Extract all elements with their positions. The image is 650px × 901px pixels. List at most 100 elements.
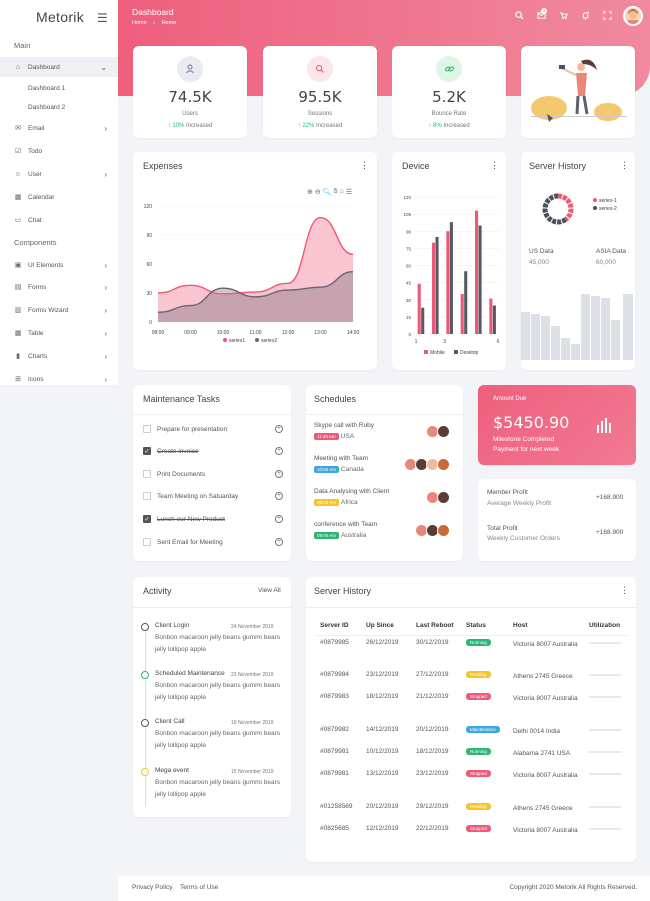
activity-body: Bonbon macaroon jelly beans gummi bears … bbox=[155, 682, 281, 701]
chevron-right-icon: › bbox=[104, 305, 107, 315]
column-header[interactable]: Last Reboot bbox=[412, 617, 462, 636]
stat-value: 95.5K bbox=[298, 88, 342, 106]
sidebar-item-user[interactable]: ☺ User › bbox=[0, 164, 118, 184]
plus-circle-icon[interactable]: + bbox=[275, 515, 283, 523]
device-card: Device ⋮ 0 15 30 45 60 75 90 105 120 1 3 6 Mobile Des… bbox=[392, 152, 506, 370]
sidebar-item-label: Email bbox=[28, 124, 45, 132]
cart-icon[interactable] bbox=[559, 11, 568, 22]
x-tick-label: 1 bbox=[415, 339, 418, 345]
task-checkbox[interactable]: ✓ bbox=[143, 447, 151, 455]
search-icon[interactable] bbox=[515, 11, 524, 22]
task-item[interactable]: Prepare for presentation + bbox=[143, 423, 283, 435]
column-header[interactable]: Host bbox=[509, 617, 585, 636]
task-checkbox[interactable]: ✓ bbox=[143, 515, 151, 523]
breadcrumb-current: Home bbox=[161, 20, 177, 26]
breadcrumb-home[interactable]: Home bbox=[132, 20, 147, 26]
schedule-meta: 10:50 Am Canada bbox=[314, 466, 364, 473]
task-text: Sent Email for Meeting bbox=[157, 538, 223, 546]
table-row[interactable]: #0879981 13/12/2019 23/12/2019 Stopped Victo… bbox=[316, 767, 628, 800]
expenses-area-chart: 0 30 60 90 120 08:00 09:00 10:00 11:00 12:00 13:00… bbox=[144, 204, 360, 344]
page-title: Dashboard bbox=[132, 7, 174, 17]
task-item[interactable]: Team Meeting on Satuarday + bbox=[143, 490, 283, 502]
table-row[interactable]: #0825685 12/12/2019 22/12/2019 Stopped Victo… bbox=[316, 822, 628, 855]
stat-label: Sessions bbox=[307, 111, 333, 117]
magnify-icon[interactable]: 🔍︎ bbox=[322, 189, 332, 196]
task-checkbox[interactable] bbox=[143, 538, 151, 546]
sidebar-item-forms-wizard[interactable]: ▥ Forms Wizard › bbox=[0, 300, 118, 320]
fullscreen-icon[interactable] bbox=[603, 11, 612, 22]
server-id-cell: #0879983 bbox=[320, 693, 349, 700]
legend-label: series1 bbox=[229, 338, 245, 344]
amount-due-line1: Milestone Completed bbox=[493, 436, 555, 443]
user-avatar[interactable] bbox=[623, 6, 643, 26]
table-row[interactable]: #01258569 20/12/2019 29/12/2019 Pending Athe… bbox=[316, 800, 628, 822]
sidebar-item-charts[interactable]: ▮ Charts › bbox=[0, 346, 118, 366]
plus-circle-icon[interactable]: + bbox=[275, 538, 283, 546]
column-header[interactable]: Utilization bbox=[585, 617, 628, 636]
column-header[interactable]: Status bbox=[462, 617, 509, 636]
column-header[interactable]: Server ID bbox=[316, 617, 362, 636]
avatar bbox=[437, 458, 450, 471]
task-item[interactable]: Sent Email for Meeting + bbox=[143, 536, 283, 548]
amount-due-value: $5450.90 bbox=[493, 413, 570, 432]
calendar-icon: ▦ bbox=[14, 194, 22, 201]
profit-value: +168.900 bbox=[596, 494, 624, 501]
zoom-out-icon[interactable]: ⊖ bbox=[314, 189, 321, 196]
profit-subtitle: Weekly Customer Orders bbox=[487, 535, 560, 542]
sidebar-item-table[interactable]: ▦ Table › bbox=[0, 323, 118, 343]
chart-toolbar: ⊕ ⊖ 🔍︎ ✋︎ ⌂ ☰ bbox=[307, 188, 352, 196]
plus-circle-icon[interactable]: + bbox=[275, 447, 283, 455]
menu-toggle-icon[interactable]: ☰ bbox=[97, 11, 108, 25]
sidebar-item-email[interactable]: ✉ Email › bbox=[0, 118, 118, 138]
chevron-right-icon: › bbox=[104, 374, 107, 384]
plus-circle-icon[interactable]: + bbox=[275, 470, 283, 478]
sidebar-subitem-dashboard-2[interactable]: Dashboard 2 bbox=[28, 104, 66, 111]
plus-circle-icon[interactable]: + bbox=[275, 425, 283, 433]
brand-logo[interactable]: Metorik bbox=[36, 9, 84, 25]
home-icon[interactable]: ⌂ bbox=[339, 188, 344, 195]
task-checkbox[interactable] bbox=[143, 470, 151, 478]
message-icon[interactable]: 3 bbox=[537, 8, 547, 22]
bar-desktop bbox=[435, 236, 439, 334]
x-tick-label: 10:00 bbox=[217, 330, 230, 336]
more-vertical-icon[interactable]: ⋮ bbox=[360, 160, 369, 170]
plus-circle-icon[interactable]: + bbox=[275, 492, 283, 500]
table-row[interactable]: #0879983 18/12/2019 21/12/2019 Stopped Victo… bbox=[316, 690, 628, 723]
table-row[interactable]: #0879982 14/12/2019 20/12/2019 Maintenance D… bbox=[316, 723, 628, 745]
bell-icon[interactable] bbox=[581, 11, 590, 22]
task-item[interactable]: Print Documents + bbox=[143, 468, 283, 480]
task-item[interactable]: ✓ Lunch our New Product + bbox=[143, 513, 283, 525]
pan-hand-icon[interactable]: ✋︎ bbox=[333, 188, 338, 195]
table-row[interactable]: #0879981 10/12/2019 18/12/2019 Running Alaba… bbox=[316, 745, 628, 767]
task-checkbox[interactable] bbox=[143, 425, 151, 433]
zoom-in-icon[interactable]: ⊕ bbox=[307, 189, 313, 196]
sidebar-item-calendar[interactable]: ▦ Calendar bbox=[0, 187, 118, 207]
sidebar-item-chat[interactable]: ▭ Chat bbox=[0, 210, 118, 230]
table-row[interactable]: #0879984 23/12/2019 27/12/2019 Pending Athen… bbox=[316, 668, 628, 690]
timeline-dot bbox=[141, 719, 149, 727]
terms-link[interactable]: Terms of Use bbox=[180, 884, 219, 891]
sidebar-item-dashboard[interactable]: ⌂ Dashboard ⌄ bbox=[0, 57, 118, 77]
privacy-policy-link[interactable]: Privacy Policy bbox=[132, 884, 173, 891]
more-vertical-icon[interactable]: ⋮ bbox=[620, 160, 629, 170]
sidebar-item-forms[interactable]: ▤ Forms › bbox=[0, 277, 118, 297]
view-all-link[interactable]: View All bbox=[258, 587, 281, 594]
sidebar-item-todo[interactable]: ☑ Todo bbox=[0, 141, 118, 161]
utilization-bar bbox=[589, 806, 621, 808]
column-header[interactable]: Up Since bbox=[362, 617, 412, 636]
menu-icon[interactable]: ☰ bbox=[345, 189, 353, 196]
task-item[interactable]: ✓ Create invoice + bbox=[143, 445, 283, 457]
more-vertical-icon[interactable]: ⋮ bbox=[620, 585, 629, 595]
y-tick-label: 15 bbox=[406, 315, 412, 320]
utilization-bar bbox=[589, 729, 621, 731]
server-id-cell: #01258569 bbox=[320, 803, 353, 810]
sidebar-item-icons[interactable]: ⊞ Icons › bbox=[0, 369, 118, 389]
bar-desktop bbox=[449, 222, 453, 334]
task-checkbox[interactable] bbox=[143, 492, 151, 500]
utilization-cell bbox=[585, 723, 628, 745]
table-row[interactable]: #0879985 26/12/2019 30/12/2019 Running Victo… bbox=[316, 635, 628, 668]
sidebar-subitem-dashboard-1[interactable]: Dashboard 1 bbox=[28, 85, 66, 92]
more-vertical-icon[interactable]: ⋮ bbox=[490, 160, 499, 170]
sidebar-item-ui-elements[interactable]: ▣ UI Elements › bbox=[0, 255, 118, 275]
table-icon: ▦ bbox=[14, 330, 22, 337]
